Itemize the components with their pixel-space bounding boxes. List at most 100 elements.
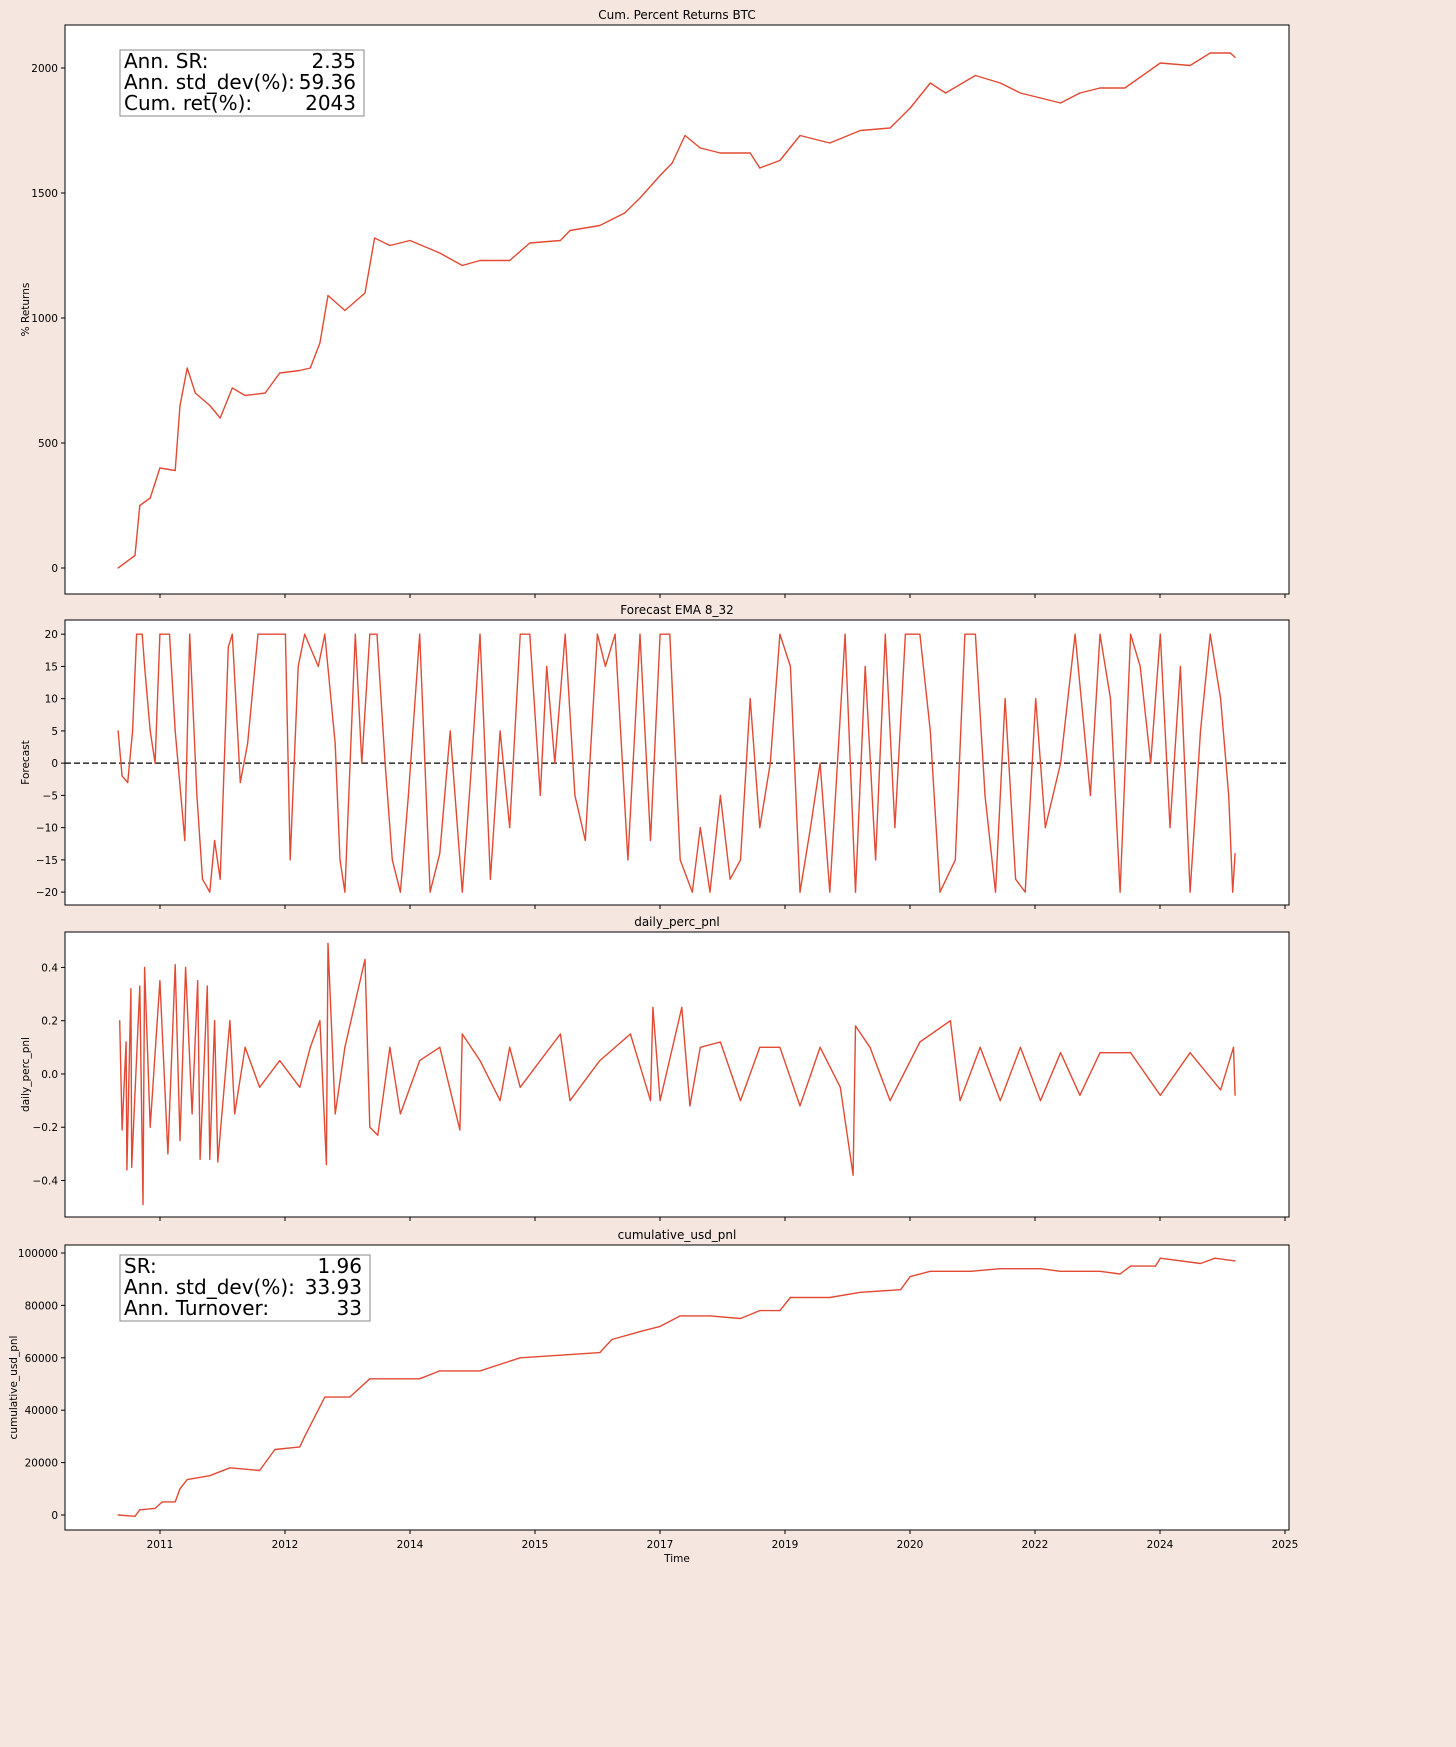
data-point: [439, 252, 441, 254]
data-point: [377, 1134, 379, 1136]
data-point: [769, 762, 771, 764]
data-point: [559, 1033, 561, 1035]
data-point: [219, 417, 221, 419]
y-tick-label: −0.4: [33, 1176, 59, 1188]
y-axis-label: daily_perc_pnl: [20, 1037, 32, 1112]
data-point: [599, 1060, 601, 1062]
data-point: [246, 743, 249, 745]
stat-label: Ann. SR:: [124, 49, 208, 73]
data-point: [1019, 92, 1021, 94]
data-point: [439, 852, 441, 855]
data-point: [279, 372, 281, 374]
data-point: [659, 1100, 661, 1102]
data-point: [196, 794, 198, 796]
data-point: [1199, 730, 1202, 732]
data-point: [899, 1289, 902, 1291]
data-point: [1234, 1260, 1236, 1262]
data-point: [1234, 56, 1236, 58]
data-point: [974, 633, 976, 635]
data-point: [1099, 1270, 1101, 1272]
data-point: [134, 554, 136, 557]
data-point: [489, 878, 492, 880]
data-point: [149, 730, 151, 732]
data-point: [1169, 827, 1171, 829]
data-point: [389, 1046, 391, 1048]
y-tick-label: 5: [51, 726, 58, 738]
data-point: [159, 633, 161, 635]
data-point: [407, 794, 409, 796]
data-point: [279, 1060, 281, 1062]
data-point: [179, 1139, 181, 1142]
chart-title: Cum. Percent Returns BTC: [598, 8, 755, 22]
axes-frame: [64, 619, 1290, 906]
data-point: [1019, 1046, 1021, 1048]
data-point: [1179, 665, 1182, 668]
data-point: [574, 794, 576, 796]
data-point: [1124, 87, 1126, 89]
data-point: [117, 1514, 119, 1516]
data-point: [209, 1475, 211, 1477]
data-point: [859, 1291, 861, 1293]
data-point: [1159, 1094, 1161, 1096]
data-point: [344, 309, 346, 312]
data-point: [284, 633, 286, 635]
subplot-3: daily_perc_pnl daily_perc_pnl −0.4 −0.2 0.0 0…: [20, 915, 1290, 1221]
data-point: [461, 264, 463, 267]
data-point: [334, 1113, 336, 1115]
data-point: [344, 891, 346, 893]
data-point: [209, 1158, 211, 1160]
data-point: [304, 633, 306, 635]
data-point: [1232, 1046, 1235, 1048]
data-point: [1154, 1265, 1157, 1267]
data-point: [789, 1296, 791, 1299]
data-point: [299, 1086, 301, 1088]
data-point: [539, 1060, 541, 1062]
data-point: [231, 387, 233, 389]
data-point: [739, 1100, 742, 1102]
data-point: [679, 859, 681, 861]
y-tick-label: 1000: [31, 313, 58, 325]
data-point: [369, 1378, 371, 1380]
data-point: [889, 1100, 891, 1102]
data-point: [669, 633, 671, 635]
data-point: [1220, 698, 1222, 700]
y-tick-label: −0.2: [33, 1122, 59, 1134]
y-tick-label: 80000: [25, 1300, 58, 1312]
data-point: [319, 342, 321, 344]
data-point: [519, 1086, 521, 1088]
data-point: [1150, 762, 1152, 764]
data-point: [639, 1330, 641, 1333]
data-point: [929, 1270, 931, 1272]
data-point: [119, 1020, 121, 1022]
data-point: [559, 1354, 561, 1356]
data-point: [1129, 1265, 1132, 1267]
data-point: [154, 1507, 156, 1510]
data-point: [1039, 97, 1042, 99]
data-point: [1109, 698, 1112, 700]
data-point: [749, 698, 751, 700]
data-point: [829, 1296, 831, 1299]
stat-value: 1.96: [317, 1254, 362, 1278]
data-point: [649, 1100, 652, 1102]
data-point: [904, 633, 906, 635]
data-point: [354, 633, 356, 635]
y-tick-label: −5: [43, 790, 58, 802]
data-point: [909, 1275, 911, 1278]
data-point: [819, 762, 821, 764]
stat-value: 33.93: [305, 1275, 362, 1299]
data-point: [131, 730, 134, 732]
data-point: [554, 762, 556, 764]
data-point: [1159, 62, 1161, 64]
data-point: [234, 1113, 236, 1115]
y-tick-label: 100000: [18, 1248, 58, 1260]
data-point: [1060, 102, 1062, 104]
data-point: [559, 239, 561, 242]
data-point: [339, 859, 341, 861]
data-point: [121, 1129, 123, 1131]
data-point: [929, 82, 931, 84]
data-point: [369, 633, 371, 635]
data-point: [1039, 1268, 1042, 1270]
data-point: [389, 244, 391, 247]
data-point: [189, 633, 191, 635]
data-point: [142, 1203, 144, 1206]
